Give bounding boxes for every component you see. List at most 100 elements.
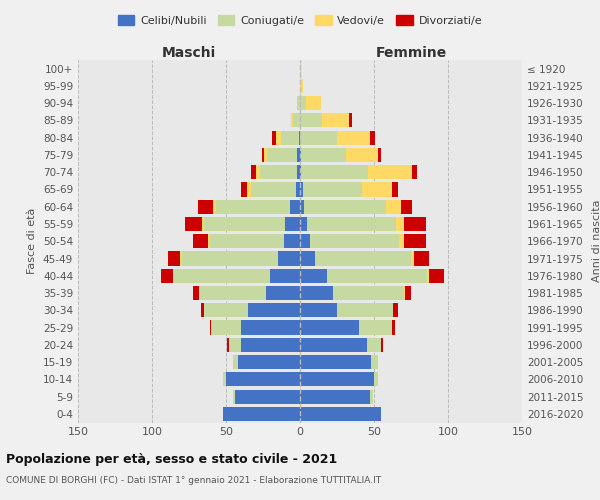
Bar	[300, 217, 307, 231]
Bar	[300, 114, 322, 128]
Bar	[392, 320, 395, 334]
Text: Femmine: Femmine	[376, 46, 446, 60]
Bar	[251, 165, 256, 180]
Bar	[268, 148, 297, 162]
Bar	[204, 217, 285, 231]
Bar	[201, 303, 204, 318]
Bar	[208, 234, 210, 248]
Bar	[346, 148, 379, 162]
Bar	[212, 200, 215, 214]
Text: Maschi: Maschi	[162, 46, 216, 60]
Bar	[241, 320, 300, 334]
Bar	[204, 303, 248, 318]
Bar	[300, 390, 370, 404]
Bar	[392, 182, 398, 196]
Bar	[241, 338, 300, 352]
Bar	[359, 320, 392, 334]
Bar	[300, 252, 315, 266]
Bar	[233, 355, 238, 369]
Bar	[247, 182, 251, 196]
Bar	[315, 252, 411, 266]
Bar	[293, 114, 300, 128]
Bar	[374, 372, 379, 386]
Bar	[404, 217, 426, 231]
Bar	[168, 252, 180, 266]
Bar	[223, 372, 226, 386]
Bar	[185, 217, 202, 231]
Bar	[300, 320, 359, 334]
Bar	[300, 234, 310, 248]
Bar	[304, 200, 386, 214]
Bar	[285, 217, 300, 231]
Bar	[193, 286, 199, 300]
Bar	[238, 355, 300, 369]
Bar	[180, 252, 182, 266]
Bar	[427, 268, 429, 283]
Bar	[414, 252, 429, 266]
Bar	[281, 130, 299, 145]
Bar	[367, 338, 382, 352]
Bar	[210, 234, 284, 248]
Bar	[386, 200, 401, 214]
Bar	[297, 165, 300, 180]
Bar	[322, 114, 349, 128]
Bar	[271, 268, 300, 283]
Bar	[300, 96, 306, 110]
Bar	[235, 390, 300, 404]
Bar	[211, 320, 241, 334]
Text: COMUNE DI BORGHI (FC) - Dati ISTAT 1° gennaio 2021 - Elaborazione TUTTITALIA.IT: COMUNE DI BORGHI (FC) - Dati ISTAT 1° ge…	[6, 476, 381, 485]
Bar	[290, 200, 300, 214]
Y-axis label: Anni di nascita: Anni di nascita	[592, 200, 600, 282]
Bar	[241, 182, 247, 196]
Bar	[272, 130, 277, 145]
Bar	[337, 303, 393, 318]
Bar	[262, 148, 265, 162]
Bar	[215, 200, 290, 214]
Bar	[300, 355, 371, 369]
Bar	[297, 96, 300, 110]
Bar	[210, 320, 211, 334]
Bar	[393, 303, 398, 318]
Bar	[300, 407, 382, 421]
Bar	[277, 130, 281, 145]
Bar	[300, 165, 301, 180]
Bar	[405, 286, 411, 300]
Bar	[199, 286, 266, 300]
Bar	[371, 355, 379, 369]
Text: Popolazione per età, sesso e stato civile - 2021: Popolazione per età, sesso e stato civil…	[6, 452, 337, 466]
Bar	[310, 234, 399, 248]
Bar	[382, 338, 383, 352]
Bar	[198, 200, 212, 214]
Bar	[349, 114, 352, 128]
Bar	[229, 338, 241, 352]
Bar	[404, 286, 405, 300]
Bar	[297, 148, 300, 162]
Bar	[284, 234, 300, 248]
Bar	[306, 96, 321, 110]
Bar	[429, 268, 443, 283]
Bar	[300, 62, 301, 76]
Bar	[193, 234, 208, 248]
Bar	[303, 182, 362, 196]
Y-axis label: Fasce di età: Fasce di età	[28, 208, 37, 274]
Bar	[411, 252, 414, 266]
Bar	[300, 130, 337, 145]
Bar	[368, 165, 412, 180]
Bar	[300, 79, 303, 93]
Bar	[300, 200, 304, 214]
Bar	[226, 372, 300, 386]
Bar	[379, 148, 382, 162]
Bar	[300, 372, 374, 386]
Bar	[202, 217, 204, 231]
Bar	[260, 165, 297, 180]
Bar	[248, 303, 300, 318]
Bar	[251, 182, 296, 196]
Bar	[401, 200, 412, 214]
Bar	[332, 286, 404, 300]
Bar	[182, 252, 278, 266]
Bar	[299, 130, 300, 145]
Bar	[362, 182, 392, 196]
Bar	[174, 268, 271, 283]
Bar	[300, 338, 367, 352]
Bar	[300, 182, 303, 196]
